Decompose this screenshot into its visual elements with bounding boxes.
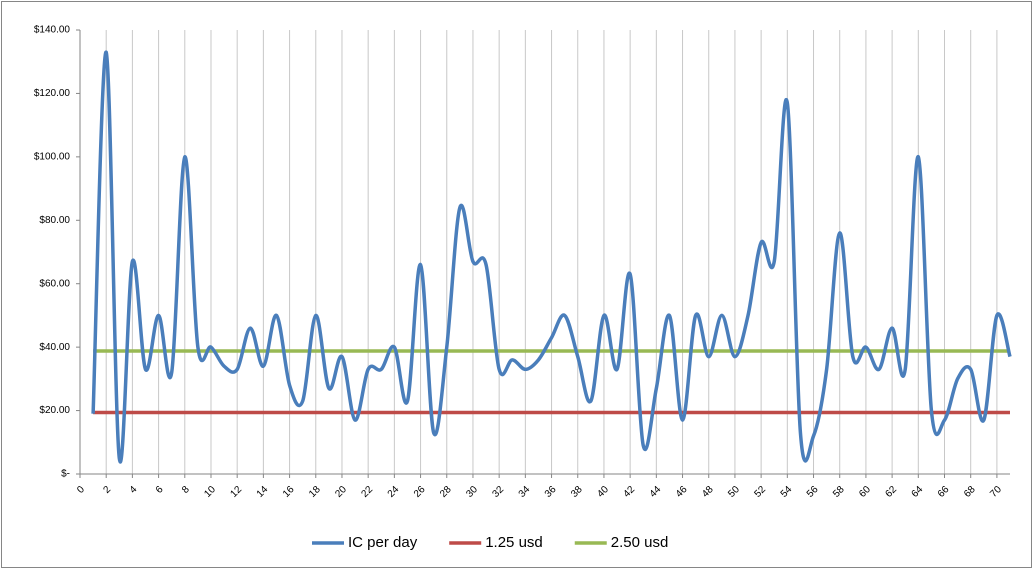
legend-label: 2.50 usd — [611, 534, 669, 551]
y-tick-label: $120.00 — [34, 88, 71, 99]
legend-label: 1.25 usd — [485, 534, 543, 551]
y-tick-label: $- — [61, 469, 70, 480]
series-line — [91, 50, 1012, 464]
y-tick-label: $140.00 — [34, 25, 71, 36]
y-tick-label: $80.00 — [39, 215, 70, 226]
legend-label: IC per day — [348, 534, 418, 551]
y-tick-label: $40.00 — [39, 342, 70, 353]
y-tick-label: $100.00 — [34, 151, 71, 162]
y-tick-label: $60.00 — [39, 278, 70, 289]
legend: IC per day 1.25 usd 2.50 usd — [312, 534, 668, 551]
y-tick-label: $20.00 — [39, 405, 70, 416]
